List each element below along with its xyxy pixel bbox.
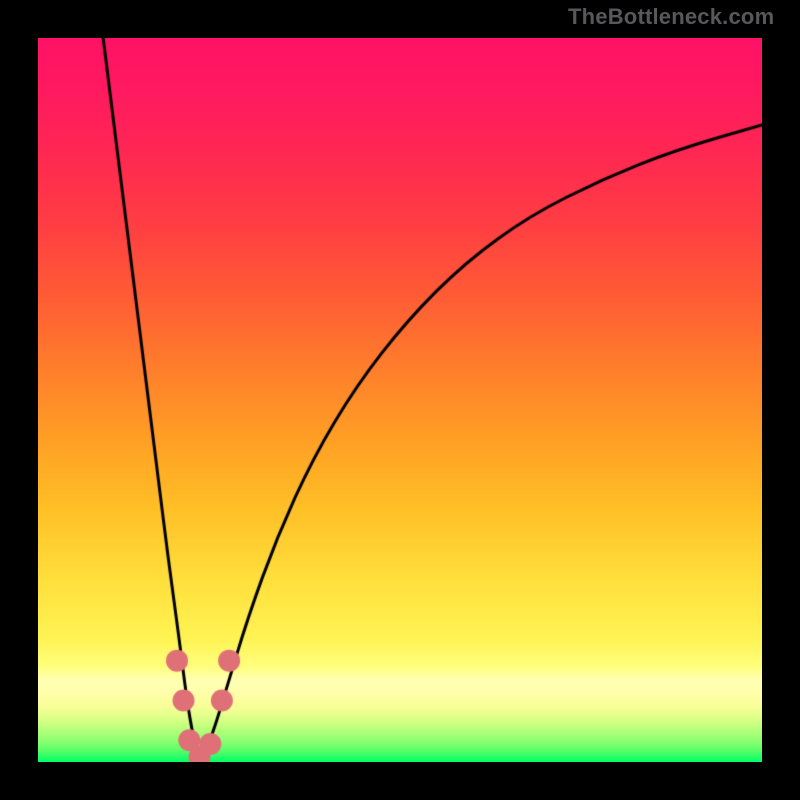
watermark-text: TheBottleneck.com [568,4,774,30]
figure-root: TheBottleneck.com [0,0,800,800]
chart-canvas [38,38,762,762]
